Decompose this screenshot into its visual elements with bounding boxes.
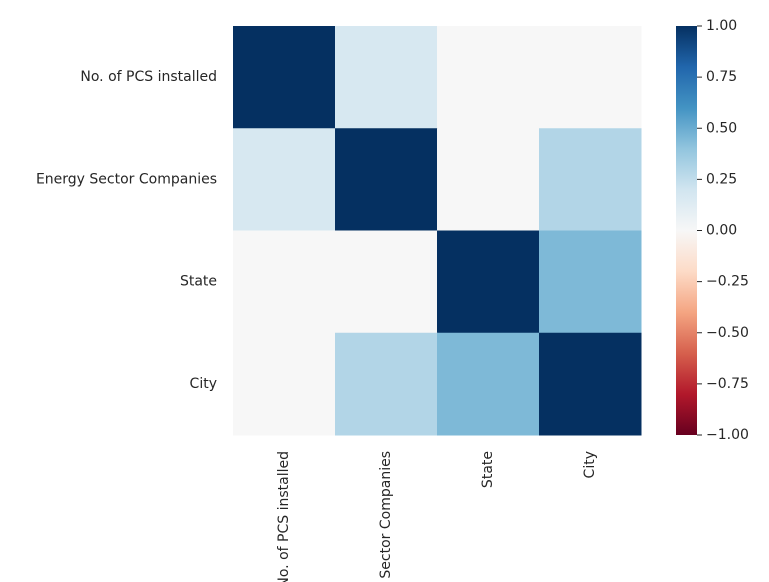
heatmap-cell [233,332,336,436]
colorbar-tick-label: 0.50 [706,120,737,136]
x-tick-label: Energy Sector Companies [378,451,394,582]
heatmap-cell [539,26,642,129]
heatmap-cell [539,230,642,334]
y-tick-label: No. of PCS installed [80,69,217,85]
colorbar-tick-label: −0.50 [706,325,749,341]
colorbar-tick-label: −0.25 [706,274,749,290]
x-tick-label: No. of PCS installed [276,451,292,582]
colorbar-tick-label: 1.00 [706,18,737,34]
heatmap-cell [335,230,438,334]
colorbar [676,26,697,435]
heatmap-cell [437,128,540,231]
y-tick-label: City [190,376,217,392]
colorbar-tick-label: 0.75 [706,69,737,85]
heatmap-cell [539,128,642,231]
x-tick-label: State [480,451,496,488]
colorbar-tick-label: 0.00 [706,223,737,239]
heatmap-cell [437,26,540,129]
colorbar-tick-label: −0.75 [706,376,749,392]
heatmap-cell [539,332,642,436]
heatmap-cell [335,332,438,436]
heatmap-cell [233,128,336,231]
heatmap-cell [335,26,438,129]
heatmap-cell [233,26,336,129]
heatmap-cell [437,332,540,436]
x-tick-label: City [582,451,598,478]
heatmap-cell [335,128,438,231]
y-tick-label: State [180,274,217,290]
heatmap-cell [233,230,336,334]
y-tick-label: Energy Sector Companies [36,171,217,187]
colorbar-tick-label: 0.25 [706,171,737,187]
colorbar-tick-label: −1.00 [706,427,749,443]
heatmap-cell [437,230,540,334]
